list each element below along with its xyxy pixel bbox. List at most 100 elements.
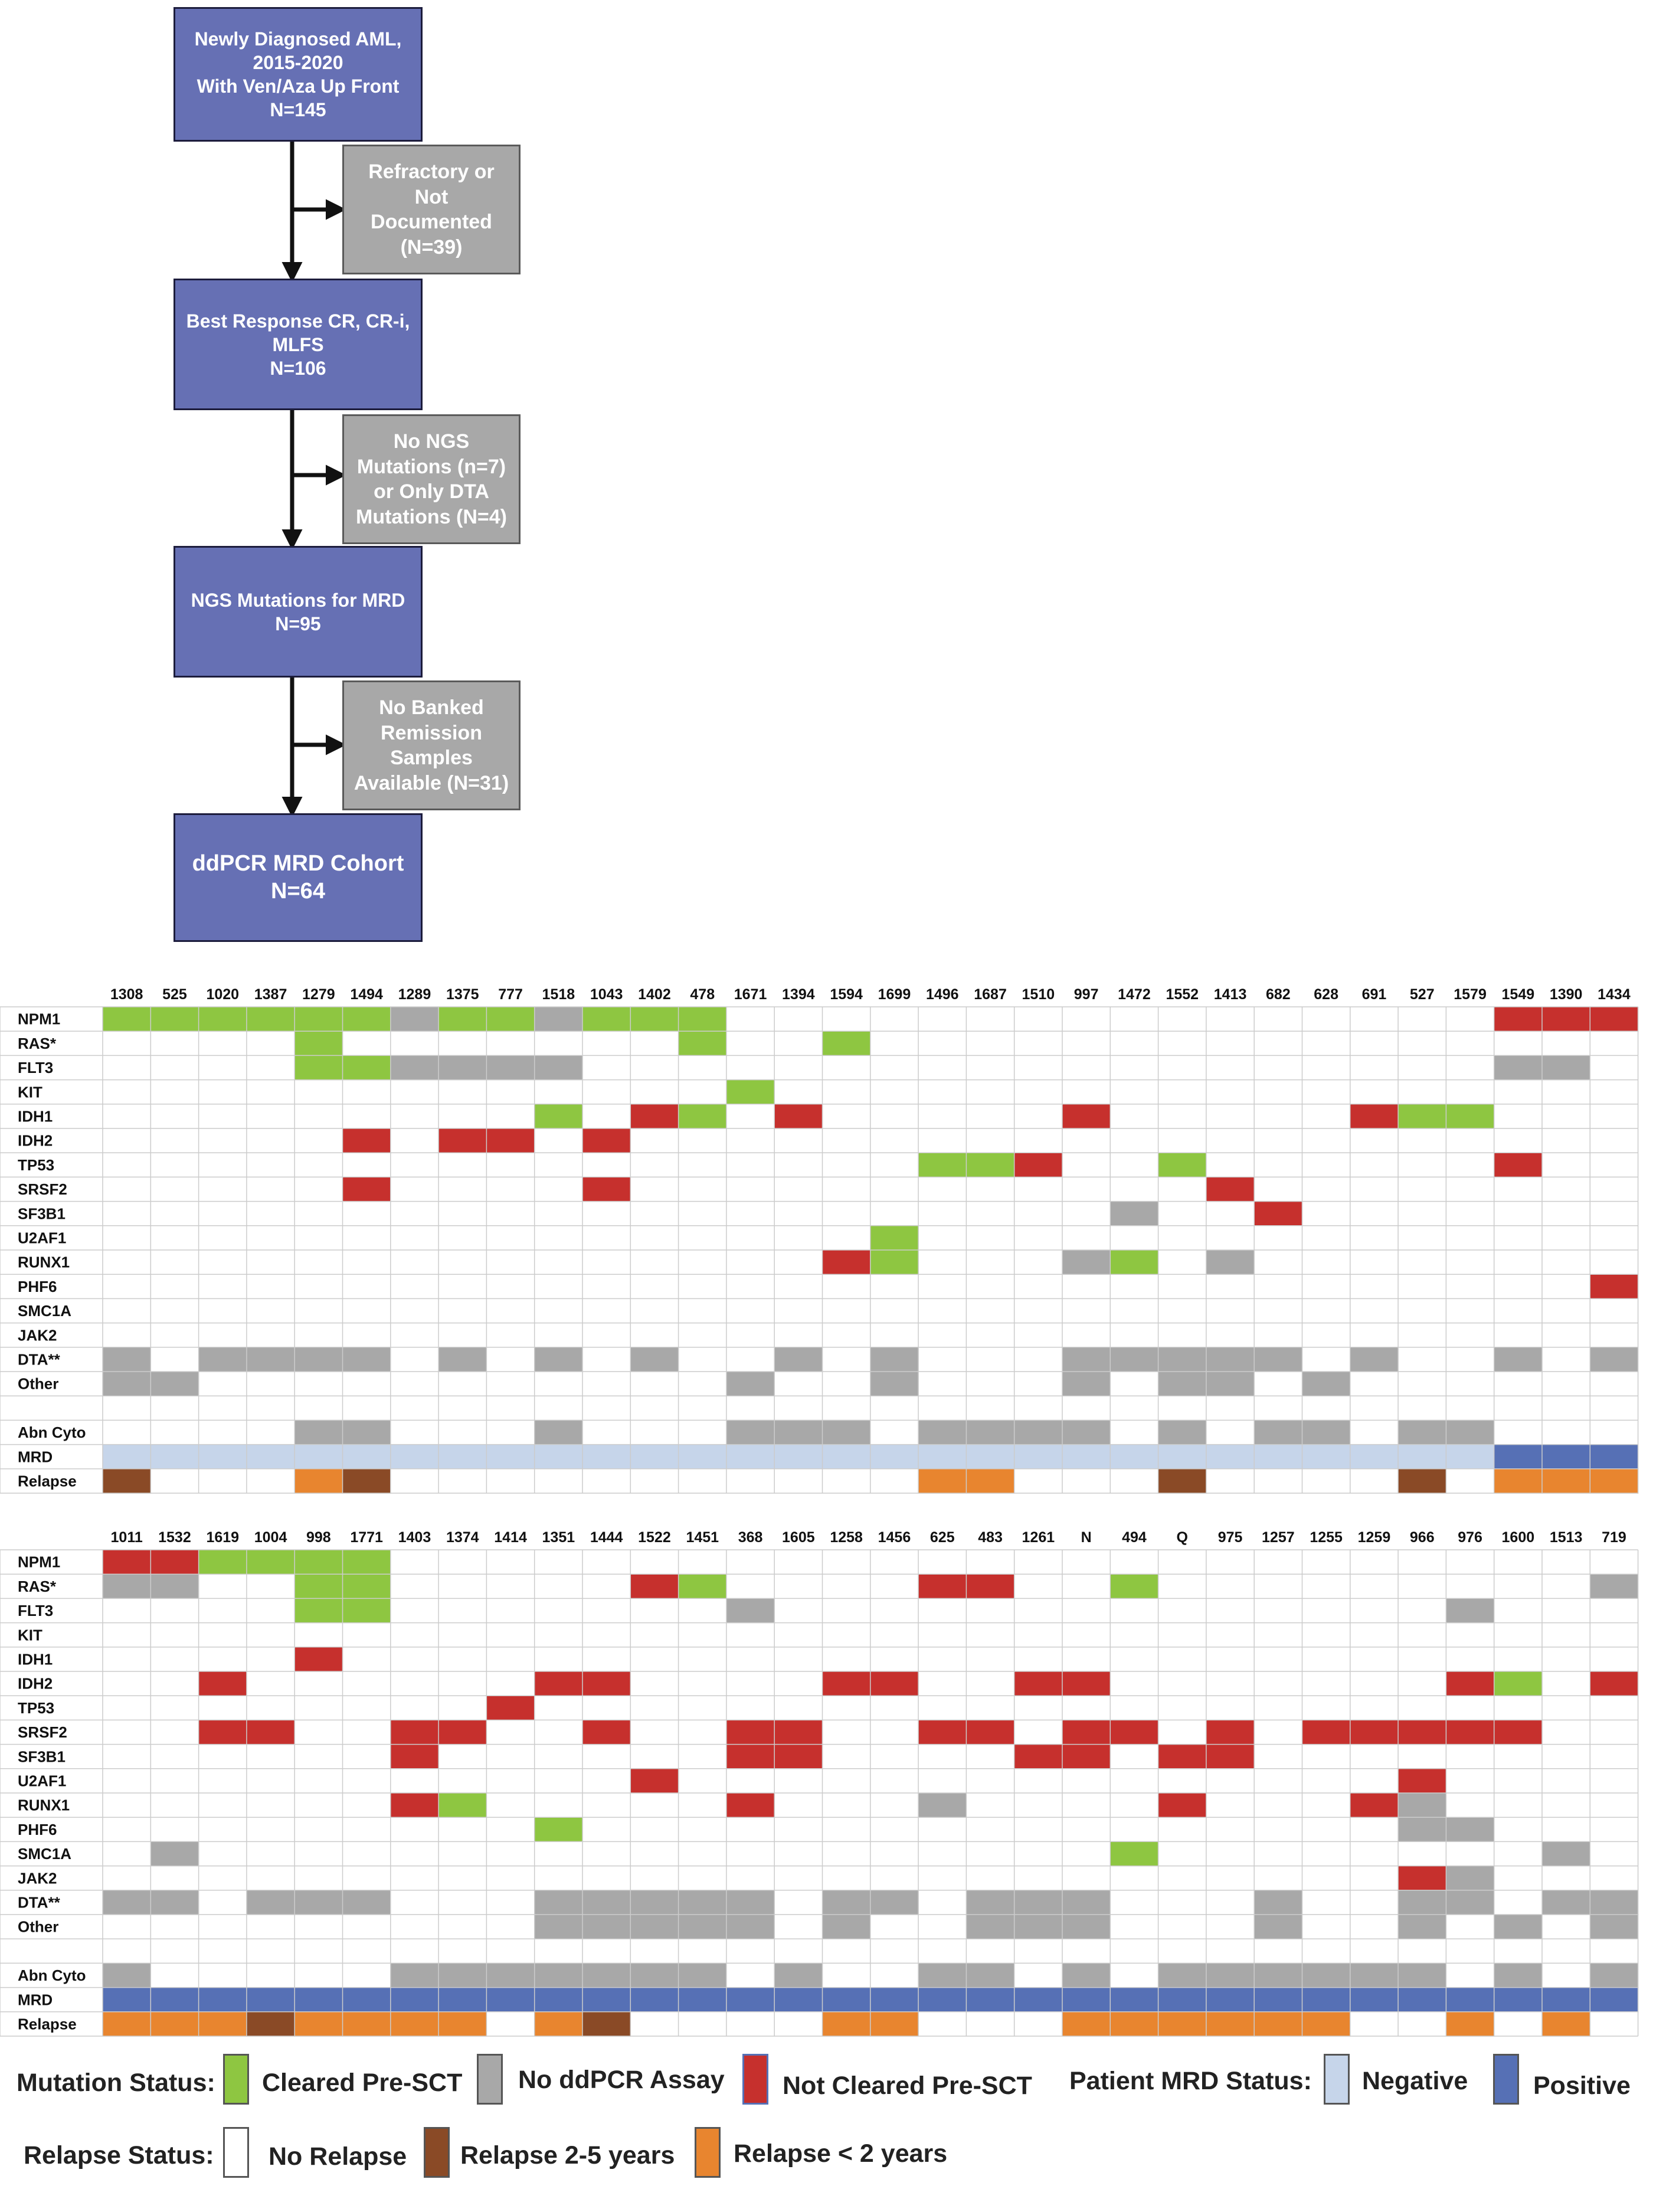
mutation-cell (1446, 1866, 1495, 1891)
mutation-cell (822, 1890, 871, 1915)
mutation-cell (1446, 1890, 1495, 1915)
mutation-cell (486, 1963, 535, 1988)
mutation-cell (966, 1890, 1015, 1915)
box-line: Documented (371, 211, 492, 233)
mutation-grid-bottom: 1011 1532 1619 1004 998 1771 1403 1374 1414 1351 1… (0, 1529, 1639, 2037)
mutation-cell (822, 1915, 871, 1939)
mutation-cell (630, 1007, 679, 1032)
mutation-cell (1206, 1963, 1255, 1988)
patient-id-label: 1619 (206, 1529, 239, 1546)
mutation-cell (1494, 1671, 1543, 1696)
gene-row-label: Abn Cyto (18, 1424, 86, 1441)
mutation-cell (103, 1468, 151, 1494)
mutation-cell (1062, 1963, 1111, 1988)
mutation-cell (294, 1444, 343, 1470)
legend-swatch-relapse-2-5 (424, 2127, 450, 2178)
mutation-cell (1014, 1915, 1063, 1939)
mutation-cell (103, 1347, 151, 1372)
patient-id-label: 777 (498, 986, 523, 1003)
mutation-cell (678, 1104, 727, 1129)
mutation-cell (534, 1915, 583, 1939)
mutation-cell (1206, 1744, 1255, 1769)
mutation-cell (1206, 1347, 1255, 1372)
mutation-cell (1062, 1744, 1111, 1769)
mutation-cell (1206, 2011, 1255, 2037)
mutation-cell (534, 2011, 583, 2037)
mutation-cell (1590, 1468, 1639, 1494)
mutation-cell (966, 1444, 1015, 1470)
mutation-cell (918, 1987, 967, 2013)
box-line: N=145 (270, 99, 326, 120)
mutation-cell (294, 1007, 343, 1032)
mutation-cell (822, 1031, 871, 1056)
box-line: Best Response CR, CR-i, (186, 310, 410, 332)
box-newly-diagnosed: Newly Diagnosed AML, 2015-2020 With Ven/… (174, 7, 423, 142)
mutation-cell (966, 1420, 1015, 1445)
mutation-cell (390, 1987, 439, 2013)
mutation-cell (294, 2011, 343, 2037)
mutation-cell (1110, 1347, 1159, 1372)
legend-relapse-2-5: Relapse 2-5 years (460, 2141, 675, 2170)
box-line: MLFS (272, 333, 324, 355)
mutation-cell (726, 1420, 775, 1445)
patient-id-label: 1594 (830, 986, 863, 1003)
mutation-cell (1494, 1720, 1543, 1745)
patient-id-label: 1671 (734, 986, 767, 1003)
mutation-cell (1206, 1987, 1255, 2013)
mutation-cell (582, 1890, 631, 1915)
mutation-cell (1542, 1468, 1590, 1494)
mutation-cell (774, 1420, 823, 1445)
mutation-cell (1110, 1201, 1159, 1226)
patient-id-label: 1687 (974, 986, 1007, 1003)
mutation-cell (342, 1574, 391, 1599)
mutation-cell (1398, 1768, 1446, 1794)
patient-id-label: 1510 (1022, 986, 1055, 1003)
mutation-cell (294, 1574, 343, 1599)
mutation-cell (486, 1055, 535, 1081)
legend-swatch-relapse-lt2 (695, 2127, 721, 2178)
mutation-cell (774, 1720, 823, 1745)
patient-id-label: 1258 (830, 1529, 863, 1546)
mutation-grid-top: 1308 525 1020 1387 1279 1494 1289 1375 777 1518 10… (0, 986, 1639, 1494)
gene-row-label: KIT (18, 1083, 42, 1101)
gene-row-label: MRD (18, 1448, 53, 1465)
mutation-cell (1254, 1987, 1303, 2013)
mutation-cell (870, 1444, 919, 1470)
mutation-cell (1062, 1420, 1111, 1445)
mutation-cell (390, 1793, 439, 1818)
mutation-cell (294, 1468, 343, 1494)
mutation-cell (966, 1153, 1015, 1177)
mutation-cell (1158, 1963, 1207, 1988)
legend-swatch-negative (1324, 2054, 1350, 2105)
mutation-cell (1254, 1444, 1303, 1470)
mutation-cell (1302, 1372, 1351, 1396)
mutation-cell (390, 1963, 439, 1988)
mutation-cell (198, 1444, 247, 1470)
mutation-cell (582, 1963, 631, 1988)
mutation-cell (150, 1987, 199, 2013)
mutation-cell (1254, 1890, 1303, 1915)
mutation-cell (150, 1007, 199, 1032)
mutation-cell (1590, 1444, 1639, 1470)
mutation-cell (1398, 1104, 1446, 1129)
consort-flowchart: Newly Diagnosed AML, 2015-2020 With Ven/… (0, 0, 1653, 956)
box-line: Mutations (n=7) (356, 455, 506, 478)
box-line: Newly Diagnosed AML, (194, 28, 402, 50)
legend-cleared: Cleared Pre-SCT (262, 2069, 463, 2097)
mutation-cell (486, 1007, 535, 1032)
mutation-cell (1590, 1671, 1639, 1696)
patient-id-label: 1308 (110, 986, 143, 1003)
box-line: Not (414, 185, 449, 208)
mutation-cell (1398, 1987, 1446, 2013)
patient-id-label: 525 (162, 986, 187, 1003)
mutation-cell (1398, 1444, 1446, 1470)
mutation-cell (582, 1915, 631, 1939)
gene-row-label: SF3B1 (18, 1748, 66, 1765)
gene-row-label: U2AF1 (18, 1229, 66, 1246)
mutation-cell (774, 1987, 823, 2013)
patient-id-label: 1532 (158, 1529, 191, 1546)
mutation-cell (486, 1128, 535, 1153)
mutation-cell (534, 1671, 583, 1696)
mutation-cell (534, 1890, 583, 1915)
mutation-cell (390, 1007, 439, 1032)
